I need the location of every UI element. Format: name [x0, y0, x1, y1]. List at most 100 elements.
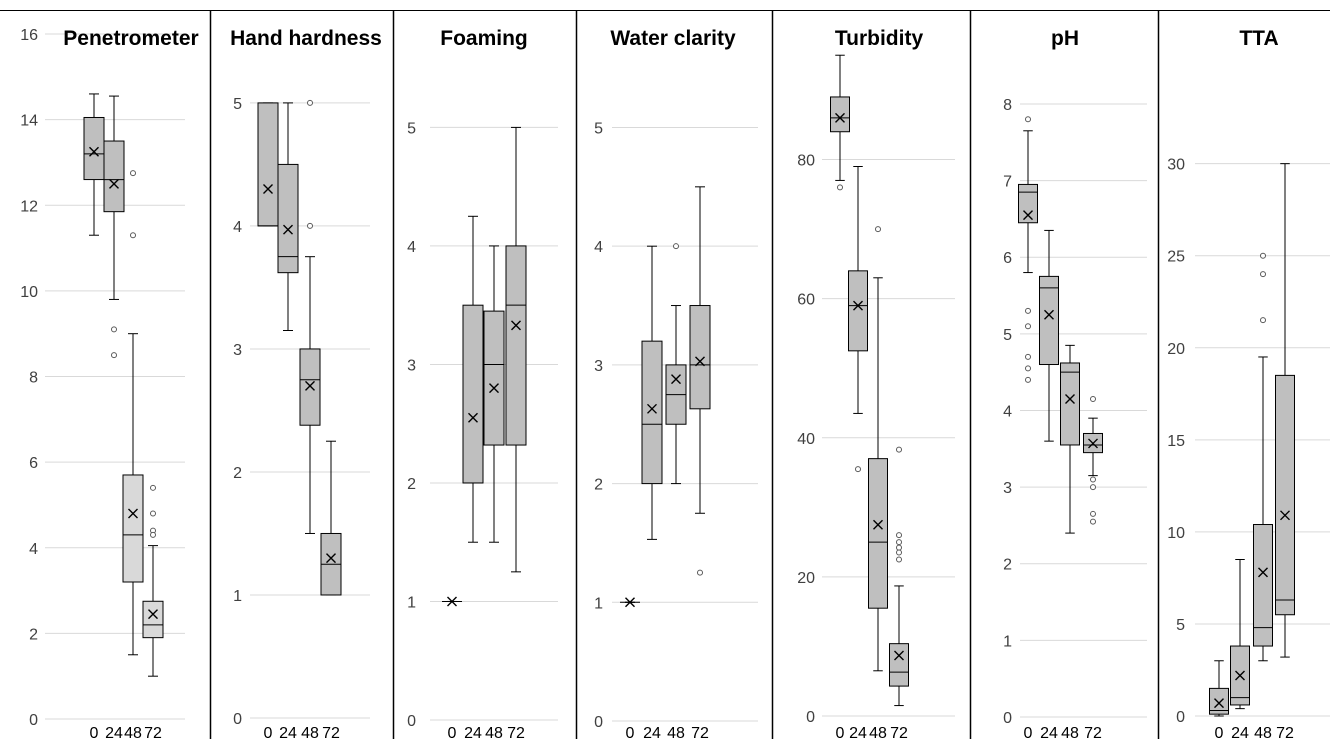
y-tick-label: 7	[1003, 174, 1012, 191]
y-tick-label: 0	[806, 709, 815, 726]
y-tick-label: 0	[233, 711, 242, 728]
chart-title: Turbidity	[835, 27, 924, 50]
outlier-point	[1090, 395, 1096, 402]
box-48	[299, 99, 321, 534]
y-tick-label: 3	[1003, 480, 1012, 497]
box-48	[483, 245, 505, 543]
mean-marker	[283, 224, 293, 235]
outlier-point	[1090, 484, 1096, 491]
mean-marker	[835, 112, 845, 123]
box-0	[1209, 660, 1229, 717]
outlier-point	[1260, 271, 1266, 278]
outlier-point	[1260, 252, 1266, 259]
mean-marker	[1214, 698, 1224, 709]
outlier-point	[896, 544, 902, 551]
outlier-point	[150, 510, 156, 517]
mean-marker	[894, 650, 904, 661]
mean-marker	[853, 300, 863, 311]
box-0	[257, 102, 279, 227]
y-tick-label: 6	[1003, 250, 1012, 267]
y-tick-label: 0	[407, 713, 416, 730]
outlier-point	[130, 170, 136, 177]
mean-marker	[326, 553, 336, 564]
y-tick-label: 12	[20, 198, 38, 215]
y-tick-label: 3	[233, 342, 242, 359]
outlier-point	[307, 222, 313, 229]
outlier-point	[855, 466, 861, 473]
x-tick-label: 48	[485, 725, 503, 739]
x-tick-label: 0	[626, 725, 635, 739]
chart-title: TTA	[1239, 27, 1278, 50]
box-24	[462, 215, 484, 543]
iqr-box	[122, 474, 144, 583]
y-tick-label: 2	[233, 465, 242, 482]
x-tick-label: 0	[90, 725, 99, 739]
box-0	[83, 93, 105, 236]
outlier-point	[1025, 376, 1031, 383]
mean-marker	[1044, 309, 1054, 320]
mean-marker	[1280, 510, 1290, 521]
x-tick-label: 0	[1024, 725, 1033, 739]
outlier-point	[896, 556, 902, 563]
mean-marker	[263, 184, 273, 195]
mean-marker	[468, 412, 478, 423]
mean-marker	[625, 597, 635, 608]
x-tick-label: 48	[1254, 725, 1272, 739]
y-tick-label: 1	[407, 594, 416, 611]
iqr-box	[483, 310, 505, 446]
outlier-point	[875, 226, 881, 233]
x-tick-label: 72	[322, 725, 340, 739]
iqr-box	[641, 340, 663, 485]
y-tick-label: 0	[594, 714, 603, 731]
x-tick-label: 0	[264, 725, 273, 739]
x-tick-label: 0	[1215, 725, 1224, 739]
y-tick-label: 15	[1167, 433, 1185, 450]
box-24	[1230, 559, 1250, 710]
y-tick-label: 8	[29, 370, 38, 387]
panel-borders	[0, 10, 1330, 739]
outlier-point	[1090, 518, 1096, 525]
outlier-point	[1090, 510, 1096, 517]
y-tick-label: 5	[1176, 617, 1185, 634]
box-0	[620, 597, 640, 608]
box-24	[277, 102, 299, 331]
y-tick-label: 5	[407, 120, 416, 137]
outlier-point	[1025, 307, 1031, 314]
y-tick-label: 80	[797, 153, 815, 170]
outlier-point	[697, 569, 703, 576]
outlier-point	[307, 99, 313, 106]
iqr-box	[1039, 275, 1059, 366]
box-48	[665, 243, 687, 485]
box-48	[868, 226, 888, 672]
outlier-point	[1025, 323, 1031, 330]
y-tick-label: 6	[29, 455, 38, 472]
x-tick-label: 48	[667, 725, 685, 739]
mean-marker	[1023, 210, 1033, 221]
outlier-point	[150, 484, 156, 491]
y-tick-label: 10	[1167, 525, 1185, 542]
chart-panel-3: 0 1 2 3 4 5 Foaming 0 24 48 72	[407, 27, 558, 739]
iqr-box	[1060, 362, 1080, 446]
iqr-box	[142, 600, 164, 639]
iqr-box	[299, 348, 321, 426]
mean-marker	[1235, 670, 1245, 681]
y-tick-label: 0	[1176, 709, 1185, 726]
outlier-point	[130, 232, 136, 239]
outlier-point	[896, 549, 902, 556]
iqr-box	[830, 96, 850, 133]
x-tick-label: 24	[105, 725, 123, 739]
iqr-box	[1018, 183, 1038, 224]
box-72	[505, 126, 527, 573]
y-tick-label: 14	[20, 113, 38, 130]
iqr-box	[1275, 374, 1295, 616]
y-tick-label: 4	[1003, 403, 1012, 420]
outlier-point	[1260, 317, 1266, 324]
y-tick-label: 3	[407, 357, 416, 374]
mean-marker	[671, 374, 681, 385]
y-tick-label: 30	[1167, 157, 1185, 174]
mean-marker	[511, 320, 521, 331]
iqr-box	[83, 116, 105, 181]
mean-marker	[1258, 567, 1268, 578]
x-tick-label: 72	[1084, 725, 1102, 739]
y-tick-label: 20	[797, 570, 815, 587]
